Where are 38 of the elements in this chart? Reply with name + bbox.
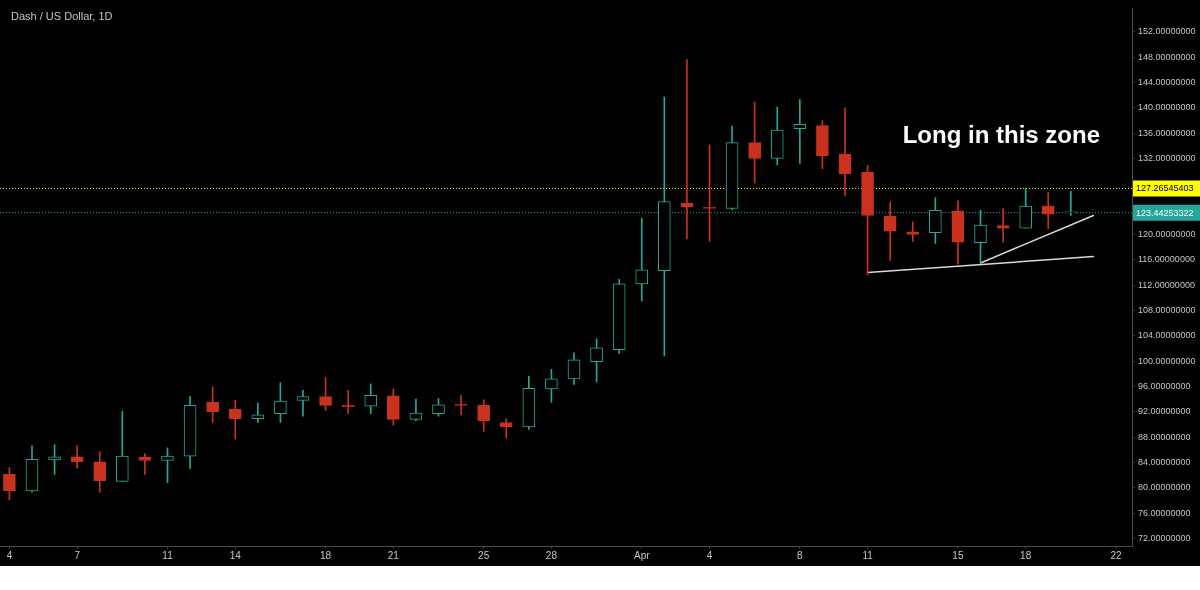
x-tick-label: 4: [706, 549, 713, 561]
annotation: Long in this zone: [902, 121, 1100, 149]
x-tick-label: Apr: [633, 549, 651, 561]
x-tick-label: 28: [545, 549, 558, 561]
x-tick-label: 11: [862, 549, 874, 561]
y-tick-label: 140.00000000: [1138, 102, 1196, 113]
y-tick-label: 148.00000000: [1138, 51, 1196, 62]
x-tick-label: 7: [74, 549, 81, 561]
ref-line-label: 127.26545403: [1136, 183, 1194, 194]
y-tick-label: 144.00000000: [1138, 76, 1196, 87]
x-tick-label: 4: [6, 549, 13, 561]
y-tick-label: 100.00000000: [1138, 355, 1196, 366]
y-tick-label: 112.00000000: [1138, 279, 1195, 290]
x-tick-label: 8: [797, 549, 804, 561]
x-tick-label: 14: [229, 549, 242, 561]
x-tick-label: 25: [478, 549, 490, 561]
y-tick-label: 120.00000000: [1138, 228, 1196, 239]
x-tick-label: 18: [320, 549, 332, 561]
x-tick-label: 18: [1020, 549, 1032, 561]
ref-line-label: 123.44253322: [1136, 207, 1194, 218]
x-tick-label: 21: [387, 549, 400, 561]
y-tick-label: 136.00000000: [1138, 127, 1196, 138]
y-tick-label: 116.00000000: [1138, 254, 1195, 265]
x-tick-label: 11: [162, 549, 174, 561]
y-tick-label: 132.00000000: [1138, 152, 1196, 163]
y-tick-label: 96.00000000: [1138, 380, 1191, 391]
y-tick-label: 72.00000000: [1138, 532, 1191, 543]
chart-title: Dash / US Dollar, 1D: [11, 10, 113, 23]
y-tick-label: 84.00000000: [1138, 456, 1191, 467]
y-tick-label: 88.00000000: [1138, 431, 1191, 442]
x-tick-label: 15: [952, 549, 964, 561]
y-tick-label: 104.00000000: [1138, 330, 1196, 341]
x-tick-label: 22: [1110, 549, 1122, 561]
y-tick-label: 108.00000000: [1138, 304, 1196, 315]
y-tick-label: 80.00000000: [1138, 482, 1191, 493]
y-tick-label: 76.00000000: [1138, 507, 1191, 518]
y-tick-label: 92.00000000: [1138, 406, 1191, 417]
y-tick-label: 152.00000000: [1138, 26, 1196, 37]
